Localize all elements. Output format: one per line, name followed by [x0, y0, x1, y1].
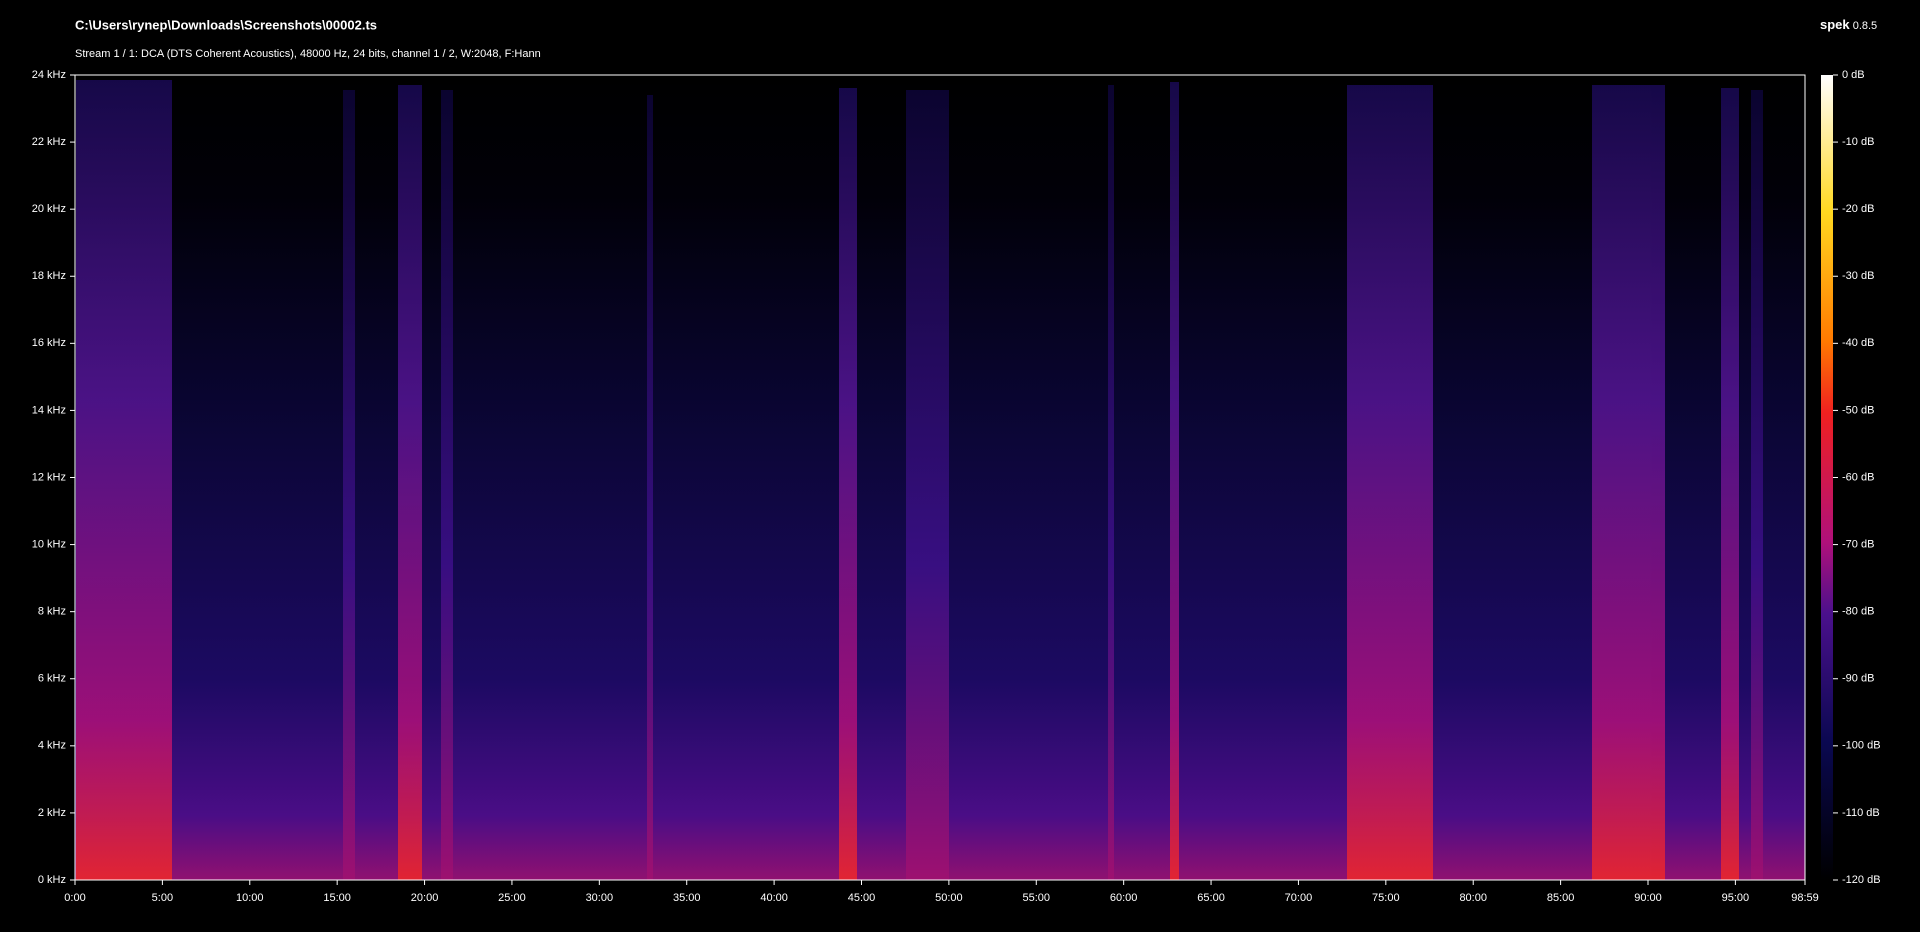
color-tick-label: -100 dB — [1842, 740, 1881, 752]
color-tick-label: -90 dB — [1842, 673, 1874, 685]
stream-info: Stream 1 / 1: DCA (DTS Coherent Acoustic… — [75, 48, 541, 60]
color-tick-label: -70 dB — [1842, 538, 1874, 550]
band — [906, 90, 949, 880]
color-tick-label: -80 dB — [1842, 606, 1874, 618]
band — [1592, 85, 1665, 880]
x-tick-label: 80:00 — [1459, 892, 1487, 904]
spectrogram-bands — [76, 80, 1763, 880]
file-path: C:\Users\rynep\Downloads\Screenshots\000… — [75, 17, 377, 32]
band — [76, 80, 172, 880]
x-tick-label: 20:00 — [411, 892, 439, 904]
y-tick-label: 4 kHz — [38, 740, 66, 752]
x-tick-label: 75:00 — [1372, 892, 1400, 904]
y-tick-label: 18 kHz — [32, 270, 66, 282]
x-tick-label: 30:00 — [586, 892, 614, 904]
band — [839, 88, 857, 880]
y-tick-label: 20 kHz — [32, 203, 66, 215]
x-tick-label: 35:00 — [673, 892, 701, 904]
app-name: spek — [1820, 17, 1850, 32]
x-tick-label: 15:00 — [323, 892, 351, 904]
color-tick-label: -60 dB — [1842, 471, 1874, 483]
x-tick-label: 85:00 — [1547, 892, 1575, 904]
x-tick-label: 98:59 — [1791, 892, 1819, 904]
band — [398, 85, 422, 880]
band — [647, 95, 653, 880]
x-tick-label: 90:00 — [1634, 892, 1662, 904]
y-tick-label: 16 kHz — [32, 337, 66, 349]
band — [1108, 85, 1114, 880]
x-tick-label: 65:00 — [1197, 892, 1225, 904]
x-tick-label: 55:00 — [1023, 892, 1051, 904]
band — [1721, 88, 1739, 880]
y-tick-label: 0 kHz — [38, 874, 66, 886]
color-tick-label: -30 dB — [1842, 270, 1874, 282]
y-tick-label: 24 kHz — [32, 69, 66, 81]
y-tick-label: 10 kHz — [32, 538, 66, 550]
color-tick-label: -110 dB — [1842, 807, 1880, 819]
x-tick-label: 0:00 — [64, 892, 85, 904]
color-tick-label: -20 dB — [1842, 203, 1874, 215]
band — [343, 90, 355, 880]
color-tick-label: 0 dB — [1842, 69, 1865, 81]
y-tick-label: 14 kHz — [32, 404, 66, 416]
app-label: spek 0.8.5 — [1820, 17, 1877, 32]
band — [1751, 90, 1763, 880]
x-tick-label: 60:00 — [1110, 892, 1138, 904]
x-tick-label: 50:00 — [935, 892, 963, 904]
y-tick-label: 2 kHz — [38, 807, 66, 819]
x-tick-label: 5:00 — [152, 892, 173, 904]
x-tick-label: 45:00 — [848, 892, 876, 904]
x-tick-label: 25:00 — [498, 892, 526, 904]
color-tick-label: -40 dB — [1842, 337, 1874, 349]
color-tick-label: -10 dB — [1842, 136, 1874, 148]
x-tick-label: 40:00 — [760, 892, 788, 904]
color-tick-label: -120 dB — [1842, 874, 1881, 886]
band — [1347, 85, 1433, 880]
x-tick-label: 70:00 — [1285, 892, 1313, 904]
x-tick-label: 95:00 — [1722, 892, 1750, 904]
spectrogram-image — [75, 75, 1805, 880]
y-tick-label: 8 kHz — [38, 606, 66, 618]
y-tick-label: 22 kHz — [32, 136, 66, 148]
band — [1170, 82, 1179, 880]
y-tick-label: 6 kHz — [38, 673, 66, 685]
x-tick-label: 10:00 — [236, 892, 264, 904]
band — [441, 90, 453, 880]
y-tick-label: 12 kHz — [32, 471, 66, 483]
color-tick-label: -50 dB — [1842, 404, 1874, 416]
app-version: 0.8.5 — [1853, 20, 1877, 32]
color-bar — [1821, 75, 1833, 880]
